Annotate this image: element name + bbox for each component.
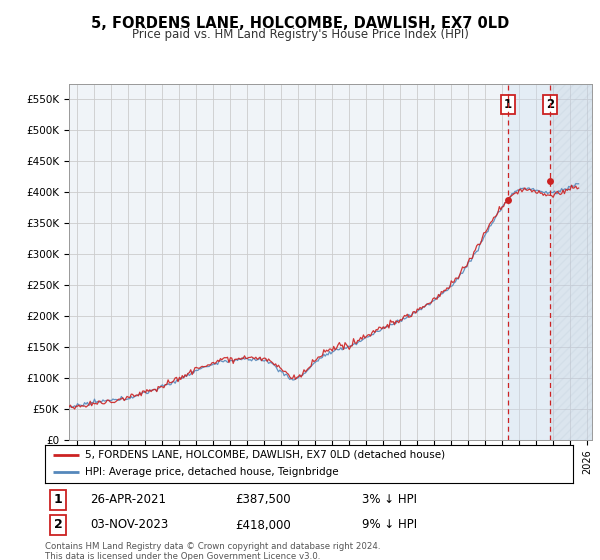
Text: 9% ↓ HPI: 9% ↓ HPI [362,519,417,531]
Text: 26-APR-2021: 26-APR-2021 [90,493,166,506]
Text: 5, FORDENS LANE, HOLCOMBE, DAWLISH, EX7 0LD: 5, FORDENS LANE, HOLCOMBE, DAWLISH, EX7 … [91,16,509,31]
Text: 3% ↓ HPI: 3% ↓ HPI [362,493,417,506]
Text: Contains HM Land Registry data © Crown copyright and database right 2024.
This d: Contains HM Land Registry data © Crown c… [45,542,380,560]
Text: 2: 2 [547,98,554,111]
Bar [550,84,592,440]
Text: Price paid vs. HM Land Registry's House Price Index (HPI): Price paid vs. HM Land Registry's House … [131,28,469,41]
Text: 1: 1 [54,493,62,506]
Text: 1: 1 [503,98,512,111]
Text: 03-NOV-2023: 03-NOV-2023 [90,519,168,531]
Text: £387,500: £387,500 [235,493,291,506]
Text: HPI: Average price, detached house, Teignbridge: HPI: Average price, detached house, Teig… [85,468,338,478]
Text: £418,000: £418,000 [235,519,291,531]
Text: 2: 2 [54,519,62,531]
Text: 5, FORDENS LANE, HOLCOMBE, DAWLISH, EX7 0LD (detached house): 5, FORDENS LANE, HOLCOMBE, DAWLISH, EX7 … [85,450,445,460]
Bar [508,84,592,440]
